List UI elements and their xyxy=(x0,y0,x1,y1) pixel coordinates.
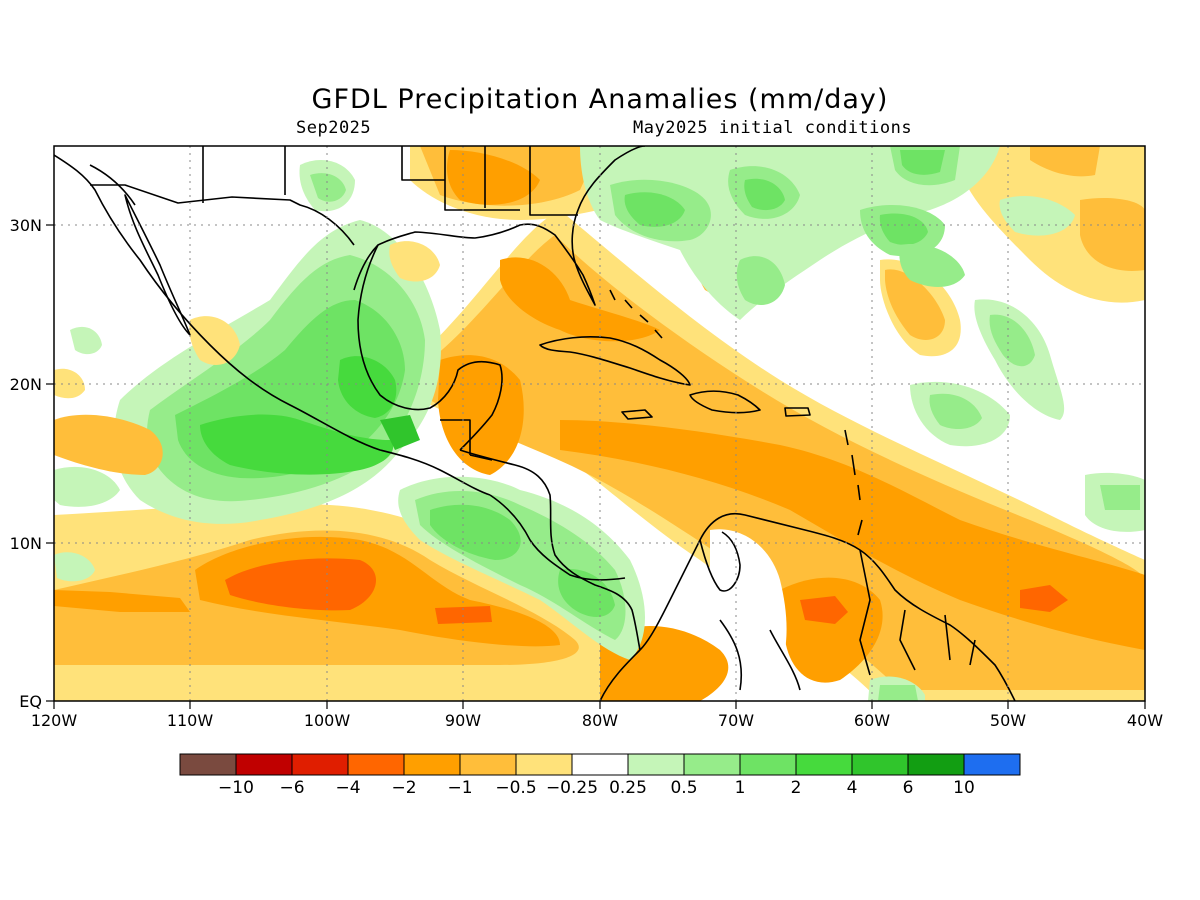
lat-label: 10N xyxy=(10,534,42,553)
colorbar-swatch xyxy=(403,753,461,776)
colorbar-label: 0.5 xyxy=(670,778,697,798)
map-title: GFDL Precipitation Anamalies (mm/day) xyxy=(311,84,889,115)
colorbar-label: 6 xyxy=(903,778,914,798)
lon-label: 100W xyxy=(304,711,351,730)
colorbar-label: 1 xyxy=(735,778,746,798)
colorbar-label: −10 xyxy=(218,778,254,798)
colorbar-label: −4 xyxy=(335,778,360,798)
graticule xyxy=(54,146,1145,701)
anomaly-field xyxy=(54,146,1145,701)
lat-label: EQ xyxy=(19,692,42,711)
colorbar: −10 −6 −4 −2 −1 −0.5 −0.25 0.25 0.5 1 2 4 6 10 xyxy=(179,753,1021,798)
colorbar-swatch xyxy=(683,753,741,776)
init-conditions-label: May2025 initial conditions xyxy=(633,118,913,138)
colorbar-label: −0.5 xyxy=(495,778,536,798)
colorbar-label: −2 xyxy=(391,778,416,798)
colorbar-swatch xyxy=(851,753,909,776)
lon-label: 50W xyxy=(990,711,1026,730)
colorbar-swatch xyxy=(739,753,797,776)
lon-label: 110W xyxy=(167,711,214,730)
coastlines xyxy=(54,146,1016,701)
lon-label: 70W xyxy=(718,711,754,730)
tick-marks xyxy=(46,224,1146,709)
lon-label: 120W xyxy=(31,711,78,730)
lat-label: 20N xyxy=(10,375,42,394)
lon-label: 60W xyxy=(854,711,890,730)
valid-month-label: Sep2025 xyxy=(296,118,372,138)
colorbar-label: 0.25 xyxy=(609,778,647,798)
lon-labels: 120W 110W 100W 90W 80W 70W 60W 50W 40W xyxy=(31,711,1163,730)
colorbar-label: −0.25 xyxy=(546,778,598,798)
colorbar-label: 4 xyxy=(847,778,858,798)
colorbar-swatch xyxy=(571,753,629,776)
lon-label: 90W xyxy=(445,711,481,730)
lon-label: 40W xyxy=(1127,711,1163,730)
lat-labels: 30N 20N 10N EQ xyxy=(10,216,42,711)
colorbar-label: 10 xyxy=(953,778,975,798)
colorbar-swatch xyxy=(179,753,237,776)
colorbar-swatch xyxy=(907,753,965,776)
colorbar-swatch xyxy=(291,753,349,776)
colorbar-swatch xyxy=(235,753,293,776)
lon-label: 80W xyxy=(582,711,618,730)
colorbar-swatch xyxy=(963,753,1021,776)
lat-label: 30N xyxy=(10,216,42,235)
colorbar-label: −1 xyxy=(447,778,472,798)
colorbar-swatch xyxy=(347,753,405,776)
colorbar-label: −6 xyxy=(279,778,304,798)
colorbar-swatch xyxy=(795,753,853,776)
colorbar-swatch xyxy=(459,753,517,776)
colorbar-label: 2 xyxy=(791,778,802,798)
colorbar-swatch xyxy=(627,753,685,776)
colorbar-swatch xyxy=(515,753,573,776)
